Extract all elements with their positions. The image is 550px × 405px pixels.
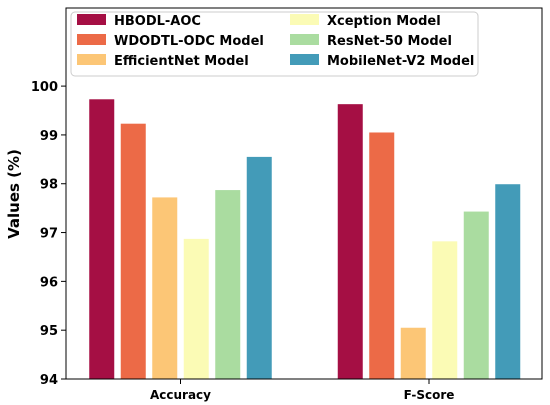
legend-swatch: [77, 54, 106, 65]
bar: [495, 184, 521, 379]
y-tick-label: 100: [31, 80, 58, 95]
legend-swatch: [290, 14, 319, 25]
y-axis-ticks: 94 95 96 97 98 99 100: [31, 80, 66, 388]
y-tick-label: 99: [40, 129, 58, 144]
bar: [432, 241, 458, 379]
bar: [246, 156, 272, 379]
legend-swatch: [77, 34, 106, 45]
legend-swatch: [77, 14, 106, 25]
bar: [89, 99, 115, 380]
bar: [337, 104, 363, 379]
bar: [183, 238, 209, 379]
y-axis-title: Values (%): [5, 149, 23, 239]
legend-swatch: [290, 34, 319, 45]
y-tick-label: 97: [40, 227, 58, 242]
bar: [400, 327, 426, 379]
bars-group: [89, 99, 521, 380]
bar: [369, 132, 395, 379]
y-tick-label: 94: [40, 373, 58, 388]
x-tick-label: F-Score: [404, 388, 455, 402]
bar: [463, 211, 489, 379]
bar: [215, 190, 241, 379]
legend-label: MobileNet-V2 Model: [327, 54, 474, 69]
bar: [120, 123, 146, 379]
legend: HBODL-AOC WDODTL-ODC Model EfficientNet Mo…: [70, 11, 479, 77]
y-tick-label: 95: [40, 324, 58, 339]
legend-label: HBODL-AOC: [114, 14, 201, 29]
y-tick-label: 96: [40, 275, 58, 290]
y-tick-label: 98: [40, 178, 58, 193]
x-tick-label: Accuracy: [150, 388, 211, 402]
legend-box: [70, 11, 479, 77]
legend-label: ResNet-50 Model: [327, 34, 452, 49]
plot-frame: [65, 7, 543, 380]
legend-label: Xception Model: [327, 14, 441, 29]
legend-label: EfficientNet Model: [114, 54, 249, 69]
legend-swatch: [290, 54, 319, 65]
bar: [152, 197, 178, 379]
legend-label: WDODTL-ODC Model: [114, 34, 264, 49]
x-axis-ticks: Accuracy F-Score: [150, 379, 454, 402]
